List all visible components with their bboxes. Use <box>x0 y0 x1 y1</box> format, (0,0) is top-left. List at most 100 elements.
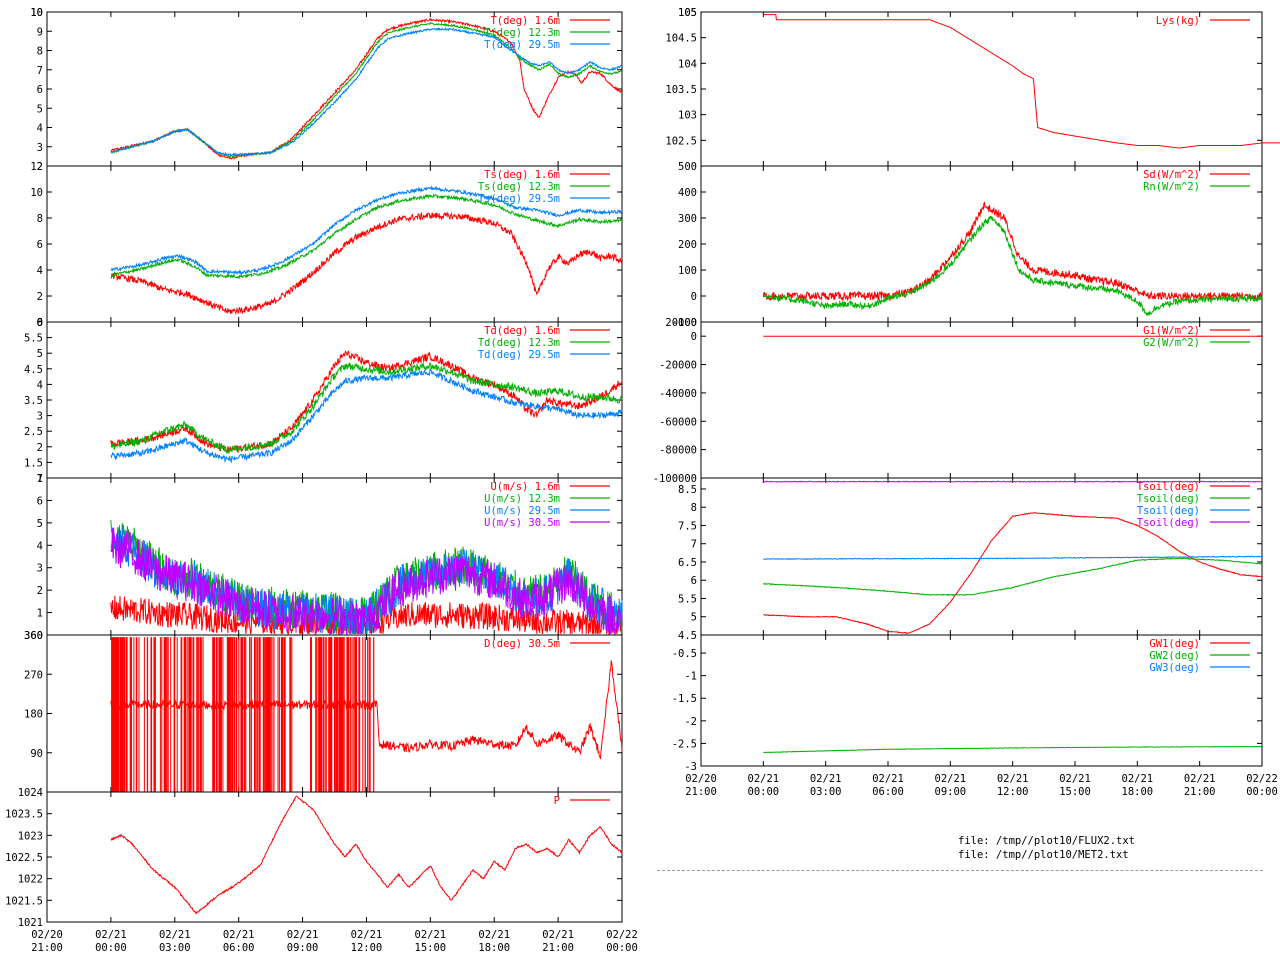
x-tick-label-time: 15:00 <box>415 942 447 954</box>
y-tick-label: -60000 <box>659 416 697 428</box>
y-tick-label: -2.5 <box>672 738 697 750</box>
x-tick-label-time: 00:00 <box>606 942 638 954</box>
y-tick-label: -1.5 <box>672 693 697 705</box>
x-tick-label-date: 02/20 <box>685 773 717 785</box>
y-tick-label-bottom: 1 <box>37 473 43 485</box>
x-tick-label-time: 15:00 <box>1059 786 1091 798</box>
y-tick-label: 8.5 <box>678 484 697 496</box>
series-line <box>110 366 623 464</box>
x-tick-label-time: 18:00 <box>1122 786 1154 798</box>
x-tick-label-date: 02/21 <box>810 773 842 785</box>
y-tick-label: 1 <box>37 608 43 620</box>
y-tick-label: 200 <box>678 239 697 251</box>
y-tick-label: 10 <box>30 7 43 19</box>
x-tick-label-date: 02/21 <box>95 929 127 941</box>
y-tick-label: 1.5 <box>24 457 43 469</box>
y-tick-label: -0.5 <box>672 648 697 660</box>
y-tick-label: 1023 <box>18 830 43 842</box>
x-tick-label-date: 02/21 <box>159 929 191 941</box>
y-tick-label: 102.5 <box>665 135 697 147</box>
file-path-met: file: /tmp//plot10/MET2.txt <box>958 849 1129 861</box>
dashed-divider <box>657 870 1263 871</box>
y-tick-label: 5.5 <box>24 333 43 345</box>
y-tick-label: 2 <box>37 585 43 597</box>
y-tick-label-top: 105 <box>678 7 697 19</box>
series-line <box>763 14 1280 149</box>
panel-frame-GW <box>700 634 1263 767</box>
x-tick-label-date: 02/21 <box>223 929 255 941</box>
x-tick-label-time: 18:00 <box>478 942 510 954</box>
y-tick-label: 6 <box>37 239 43 251</box>
y-tick-label: 5 <box>37 348 43 360</box>
legend-label: D(deg) 30.5m <box>484 638 560 650</box>
y-tick-label-top: 6 <box>37 317 43 329</box>
x-tick-label-time: 21:00 <box>542 942 574 954</box>
y-tick-label: 1023.5 <box>5 809 43 821</box>
x-tick-label-date: 02/21 <box>935 773 967 785</box>
y-tick-label: 1022.5 <box>5 852 43 864</box>
x-tick-label-date: 02/21 <box>542 929 574 941</box>
x-tick-label-time: 09:00 <box>935 786 967 798</box>
y-tick-label: 270 <box>24 669 43 681</box>
y-tick-label-bottom: 0 <box>37 317 43 329</box>
y-tick-label: 2.5 <box>24 426 43 438</box>
y-tick-label: -40000 <box>659 388 697 400</box>
x-tick-label-time: 03:00 <box>810 786 842 798</box>
legend-label: Tsoil(deg) <box>1137 493 1200 505</box>
panel-frame-P <box>46 791 623 923</box>
y-tick-label: -1 <box>684 671 697 683</box>
y-tick-label-top: 10 <box>30 7 43 19</box>
y-tick-label: 90 <box>30 748 43 760</box>
y-tick-label: 2 <box>37 291 43 303</box>
series-line <box>110 527 623 636</box>
y-tick-label: 1021 <box>18 917 43 929</box>
y-tick-label-top: 12 <box>30 161 43 173</box>
y-tick-label: 5 <box>37 518 43 530</box>
y-tick-label: 0 <box>691 291 697 303</box>
series-line <box>110 17 622 160</box>
series-line <box>762 201 1263 302</box>
y-tick-label: 8 <box>37 46 43 58</box>
file-path-flux: file: /tmp//plot10/FLUX2.txt <box>958 835 1136 847</box>
x-tick-label-time: 21:00 <box>685 786 717 798</box>
y-tick-label: 7 <box>37 65 43 77</box>
series-line <box>762 557 1262 596</box>
legend-label: Tsoil(deg) <box>1137 517 1200 529</box>
x-tick-label-date: 02/21 <box>1122 773 1154 785</box>
y-tick-label: 6 <box>691 575 697 587</box>
y-tick-label: 3 <box>37 411 43 423</box>
y-tick-label: 5.5 <box>678 593 697 605</box>
series-line <box>762 215 1263 316</box>
x-tick-label-date: 02/21 <box>415 929 447 941</box>
series-line <box>110 193 623 280</box>
legend-label: Td(deg) 29.5m <box>478 349 560 361</box>
legend-label: T(deg) 29.5m <box>484 39 560 51</box>
y-tick-label-bottom: 4.5 <box>678 630 697 642</box>
legend-label: Lys(kg) <box>1156 15 1200 27</box>
series-line <box>110 27 623 157</box>
series-line <box>763 480 1263 483</box>
legend-label: Sd(W/m^2) <box>1143 169 1200 181</box>
y-tick-label: 100 <box>678 265 697 277</box>
y-tick-label-top: 20000 <box>665 317 697 329</box>
x-tick-label-time: 03:00 <box>159 942 191 954</box>
y-tick-label: 105 <box>678 7 697 19</box>
y-tick-label: 104.5 <box>665 33 697 45</box>
x-tick-label-date: 02/21 <box>872 773 904 785</box>
x-tick-label-time: 21:00 <box>1184 786 1216 798</box>
y-tick-label: -3 <box>684 761 697 773</box>
y-tick-label: 3.5 <box>24 395 43 407</box>
legend-label: Tsoil(deg) <box>1137 505 1200 517</box>
x-tick-label-date: 02/21 <box>748 773 780 785</box>
y-tick-label-top: 7 <box>37 473 43 485</box>
x-tick-label-date: 02/21 <box>1184 773 1216 785</box>
x-tick-label-date: 02/22 <box>1246 773 1278 785</box>
y-tick-label: 4 <box>37 123 43 135</box>
x-tick-label-time: 06:00 <box>872 786 904 798</box>
y-tick-label: 9 <box>37 26 43 38</box>
legend-label: U(m/s) 1.6m <box>490 481 560 493</box>
x-tick-label-date: 02/20 <box>31 929 63 941</box>
series-line <box>763 555 1263 561</box>
x-tick-label-time: 12:00 <box>351 942 383 954</box>
